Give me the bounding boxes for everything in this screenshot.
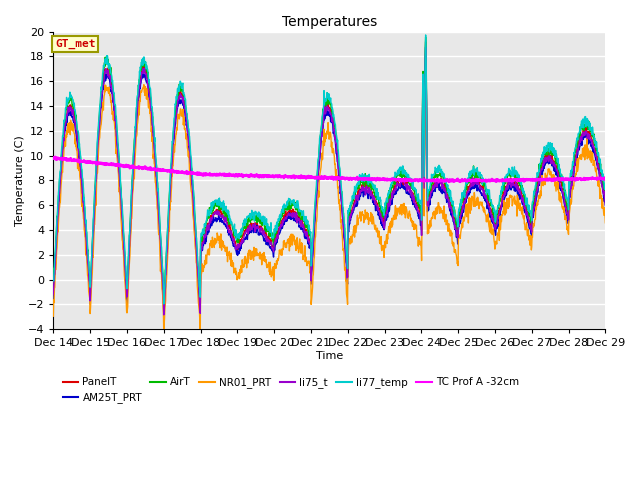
li77_temp (296, 209, 303, 215)
li75_t (364, 188, 372, 194)
TC Prof A -32cm (115, 163, 123, 168)
TC Prof A -32cm (305, 174, 313, 180)
TC Prof A -32cm (284, 174, 292, 180)
NR01_PRT (92, 203, 100, 208)
AM25T_PRT (364, 193, 372, 199)
X-axis label: Time: Time (316, 351, 343, 361)
AM25T_PRT (49, 297, 57, 302)
Line: AM25T_PRT: AM25T_PRT (53, 47, 605, 322)
NR01_PRT (284, 237, 292, 242)
Legend: PanelT, AM25T_PRT, AirT, NR01_PRT, li75_t, li77_temp, TC Prof A -32cm: PanelT, AM25T_PRT, AirT, NR01_PRT, li75_… (58, 373, 524, 408)
TC Prof A -32cm (296, 174, 303, 180)
AM25T_PRT (602, 203, 609, 209)
Y-axis label: Temperature (C): Temperature (C) (15, 135, 25, 226)
li75_t (305, 240, 313, 246)
NR01_PRT (296, 240, 303, 246)
NR01_PRT (602, 220, 609, 226)
PanelT (284, 211, 292, 217)
PanelT (602, 198, 609, 204)
AM25T_PRT (296, 223, 303, 228)
li77_temp (284, 198, 292, 204)
AirT (296, 213, 303, 219)
NR01_PRT (364, 214, 372, 219)
AM25T_PRT (305, 245, 313, 251)
li77_temp (364, 177, 372, 183)
AM25T_PRT (284, 214, 292, 220)
TC Prof A -32cm (364, 176, 372, 181)
AirT (115, 149, 122, 155)
Line: li75_t: li75_t (53, 48, 605, 315)
li77_temp (422, 32, 429, 38)
AM25T_PRT (160, 319, 168, 324)
Line: NR01_PRT: NR01_PRT (53, 72, 605, 334)
PanelT (305, 237, 313, 242)
li75_t (284, 212, 292, 217)
AirT (305, 231, 313, 237)
AirT (422, 34, 429, 40)
li77_temp (92, 160, 100, 166)
NR01_PRT (422, 70, 429, 75)
li75_t (422, 45, 429, 50)
TC Prof A -32cm (51, 154, 59, 160)
li75_t (160, 312, 168, 318)
TC Prof A -32cm (602, 177, 609, 182)
AM25T_PRT (422, 44, 429, 50)
PanelT (196, 311, 204, 316)
Line: AirT: AirT (53, 37, 605, 308)
PanelT (92, 173, 100, 179)
AirT (49, 280, 57, 286)
TC Prof A -32cm (49, 155, 57, 161)
Line: TC Prof A -32cm: TC Prof A -32cm (53, 157, 605, 181)
PanelT (49, 289, 57, 295)
li75_t (602, 202, 609, 208)
li77_temp (305, 227, 313, 233)
li77_temp (49, 277, 57, 283)
PanelT (364, 185, 372, 191)
NR01_PRT (305, 261, 313, 266)
li77_temp (602, 186, 609, 192)
li75_t (92, 178, 100, 184)
PanelT (115, 156, 122, 161)
li77_temp (160, 301, 168, 307)
Title: Temperatures: Temperatures (282, 15, 377, 29)
TC Prof A -32cm (445, 179, 453, 184)
li75_t (115, 158, 122, 164)
li77_temp (115, 147, 122, 153)
AirT (364, 179, 372, 184)
Text: GT_met: GT_met (55, 39, 95, 49)
Line: li77_temp: li77_temp (53, 35, 605, 304)
Line: PanelT: PanelT (53, 42, 605, 313)
NR01_PRT (160, 331, 168, 337)
AirT (602, 191, 609, 197)
AirT (284, 200, 292, 206)
AM25T_PRT (115, 161, 122, 167)
NR01_PRT (115, 171, 122, 177)
AirT (160, 305, 168, 311)
PanelT (296, 216, 303, 222)
PanelT (422, 39, 429, 45)
li75_t (296, 218, 303, 224)
NR01_PRT (49, 313, 57, 319)
li75_t (49, 291, 57, 297)
TC Prof A -32cm (93, 162, 100, 168)
AirT (92, 168, 100, 174)
AM25T_PRT (92, 174, 100, 180)
